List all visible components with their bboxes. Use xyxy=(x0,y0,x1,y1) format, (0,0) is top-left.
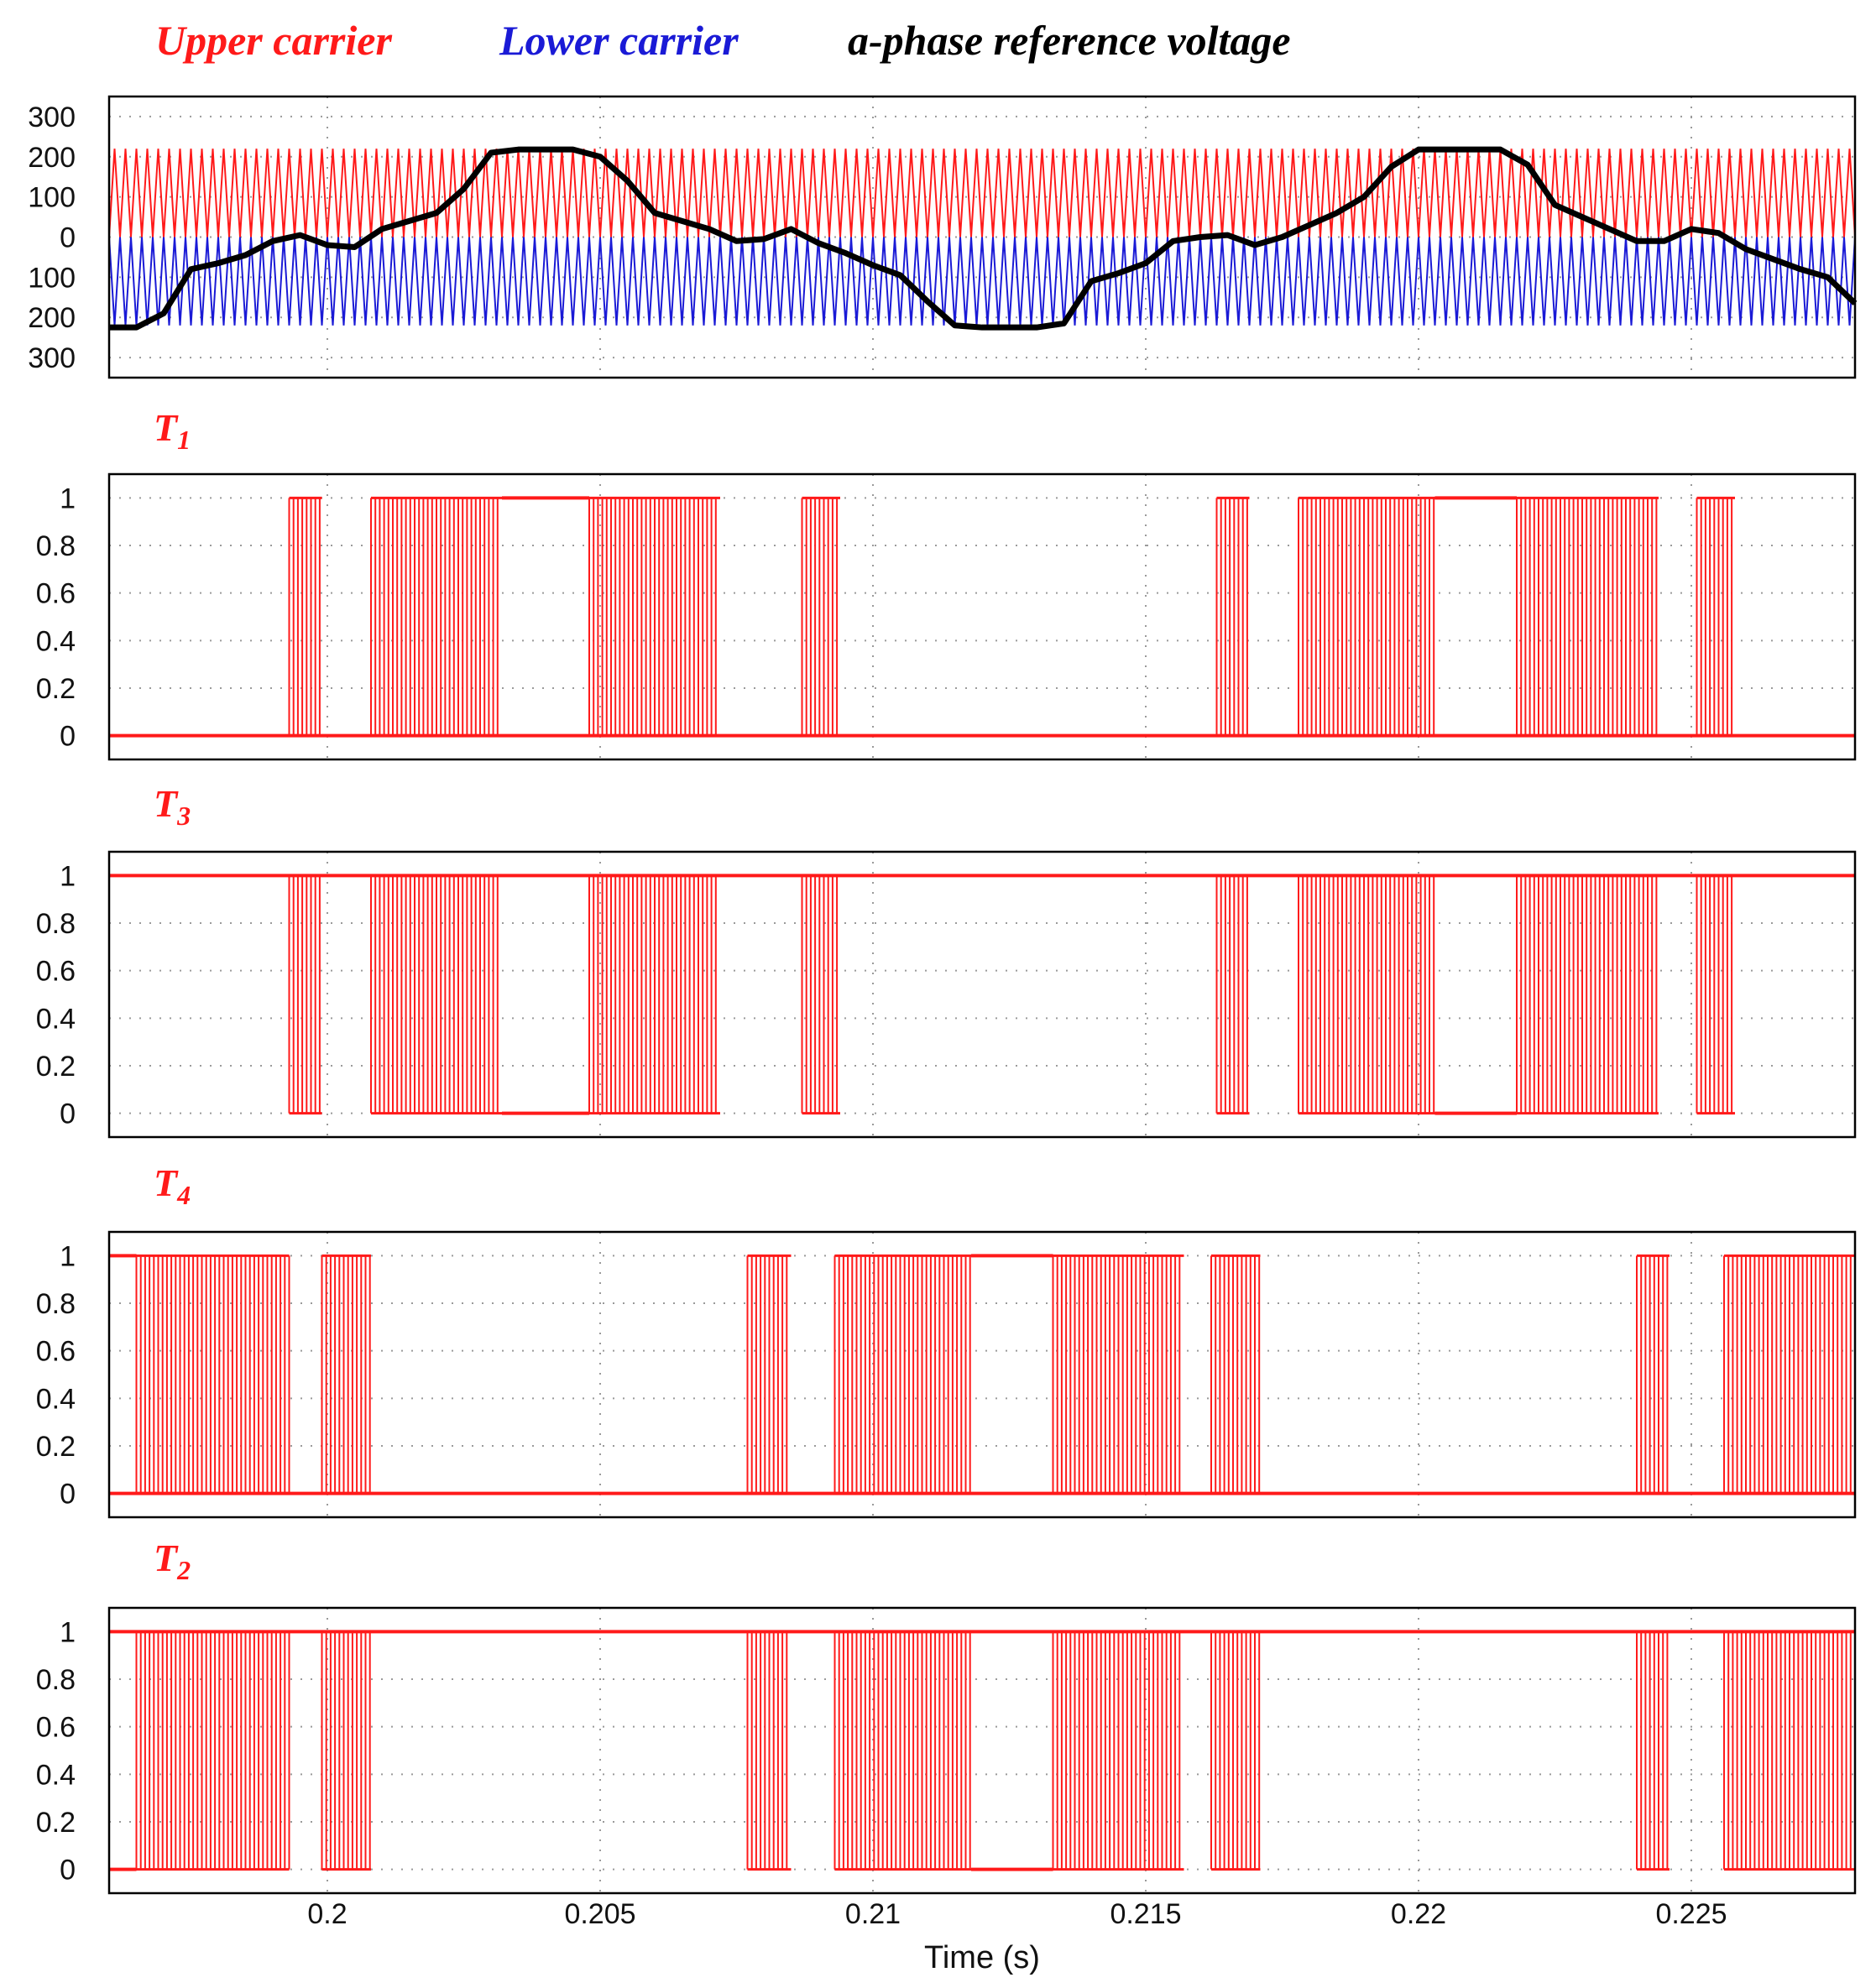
pulse-t1-ytick-label: 0.8 xyxy=(36,530,76,562)
pulse-t1-ytick-label: 1 xyxy=(60,483,76,514)
x-tick-label: 0.22 xyxy=(1391,1898,1446,1930)
carrier-ytick-label: 100 xyxy=(28,182,76,214)
pulse-plot-t4: 1 0.8 0.6 0.4 0.2 0 xyxy=(36,1230,1857,1519)
panel-title-t4: T4 xyxy=(154,1161,191,1210)
pulse-t4-switching-pulses xyxy=(135,1255,1856,1494)
x-tick-label: 0.2 xyxy=(307,1898,347,1930)
pulse-t1-ytick-label: 0.4 xyxy=(36,625,76,657)
pulse-t4-frame xyxy=(107,1230,1857,1519)
carrier-ytick-label: 100 xyxy=(28,262,76,294)
pulse-t2-frame xyxy=(107,1606,1857,1895)
pulse-plot-t1: 1 0.8 0.6 0.4 0.2 0 xyxy=(36,472,1857,761)
pulse-t2-ytick-label: 0.2 xyxy=(36,1807,76,1839)
pulse-t2-ytick-label: 0.6 xyxy=(36,1712,76,1744)
pulse-t3-ytick-label: 0.2 xyxy=(36,1051,76,1083)
pulse-t4-ytick-label: 0.8 xyxy=(36,1288,76,1320)
reference-voltage-series xyxy=(109,146,1858,331)
legend-lower-carrier: Lower carrier xyxy=(499,17,739,64)
pulse-t4-ytick-label: 1 xyxy=(60,1240,76,1272)
pulse-t2-switching-pulses xyxy=(135,1631,1856,1870)
legend-upper-carrier: Upper carrier xyxy=(155,17,392,64)
carrier-ytick-label: 300 xyxy=(28,102,76,133)
pulse-plot-t3: 1 0.8 0.6 0.4 0.2 0 xyxy=(36,850,1857,1139)
legend: Upper carrier Lower carrier a-phase refe… xyxy=(155,17,1291,64)
legend-reference: a-phase reference voltage xyxy=(848,17,1291,64)
carrier-plot: 300 200 100 0 100 200 300 xyxy=(28,95,1858,379)
pulse-t2-ytick-label: 0.8 xyxy=(36,1664,76,1696)
carrier-ytick-label: 200 xyxy=(28,142,76,174)
pulse-t1-ytick-label: 0.6 xyxy=(36,578,76,610)
t2-title: T2 xyxy=(154,1537,191,1585)
pulse-t3-switching-pulses xyxy=(288,875,1733,1114)
x-tick-label: 0.205 xyxy=(564,1898,635,1930)
pulse-t2-ytick-label: 0 xyxy=(60,1855,76,1886)
t3-title: T3 xyxy=(154,782,191,831)
x-tick-label: 0.21 xyxy=(845,1898,901,1930)
carrier-ytick-label: 300 xyxy=(28,342,76,374)
pulse-t4-ytick-label: 0 xyxy=(60,1479,76,1511)
pulse-t3-ytick-label: 0.4 xyxy=(36,1003,76,1035)
pulse-t1-ytick-label: 0 xyxy=(60,721,76,753)
x-tick-label: 0.225 xyxy=(1655,1898,1727,1930)
pulse-t4-ytick-label: 0.6 xyxy=(36,1336,76,1368)
panel-title-t3: T3 xyxy=(154,782,191,831)
pulse-t4-ytick-label: 0.2 xyxy=(36,1431,76,1463)
x-tick-label: 0.215 xyxy=(1110,1898,1181,1930)
carrier-ytick-label: 0 xyxy=(60,222,76,254)
t4-title: T4 xyxy=(154,1161,191,1210)
pulse-t1-switching-pulses xyxy=(288,498,1733,736)
pulse-t1-ytick-label: 0.2 xyxy=(36,673,76,705)
panel-title-t1: T1 xyxy=(154,406,191,455)
x-axis: 0.2 0.205 0.21 0.215 0.22 0.225 xyxy=(307,1898,1727,1930)
pulse-t4-ytick-label: 0.4 xyxy=(36,1383,76,1415)
pulse-t3-frame xyxy=(107,850,1857,1139)
pulse-t1-frame xyxy=(107,472,1857,761)
pulse-t3-ytick-label: 0.8 xyxy=(36,908,76,940)
pulse-t2-ytick-label: 0.4 xyxy=(36,1759,76,1791)
pulse-plot-t2: 1 0.8 0.6 0.4 0.2 0 xyxy=(36,1606,1857,1895)
pulse-t2-ytick-label: 1 xyxy=(60,1616,76,1648)
t1-title: T1 xyxy=(154,406,191,455)
lower-carrier-series xyxy=(108,237,1856,326)
pulse-t3-ytick-label: 0 xyxy=(60,1098,76,1130)
pulse-t3-ytick-label: 1 xyxy=(60,860,76,892)
pulse-t3-ytick-label: 0.6 xyxy=(36,956,76,988)
carrier-frame xyxy=(107,95,1857,379)
x-axis-label: Time (s) xyxy=(924,1940,1040,1975)
carrier-ytick-label: 200 xyxy=(28,302,76,334)
panel-title-t2: T2 xyxy=(154,1537,191,1585)
